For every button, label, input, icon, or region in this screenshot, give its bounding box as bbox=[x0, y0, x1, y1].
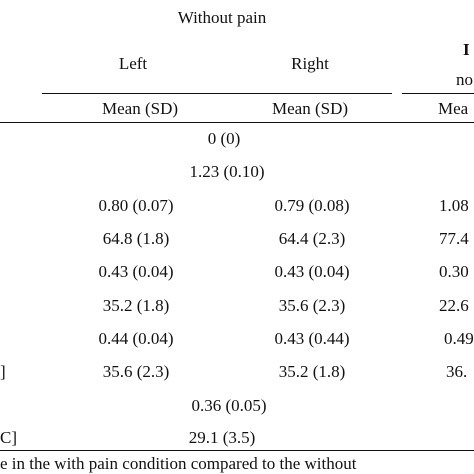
table-cell: 0 (0) bbox=[207, 129, 241, 148]
table-cell: 77.4 bbox=[439, 229, 469, 248]
row-label: ] bbox=[0, 362, 6, 381]
table-cell: 35.6 (2.3) bbox=[102, 362, 170, 381]
table-cell: 0.80 (0.07) bbox=[98, 196, 174, 215]
table-cell: 36. bbox=[446, 362, 468, 381]
table-bottom-rule bbox=[0, 450, 474, 451]
table-cell: 0.43 (0.04) bbox=[98, 262, 174, 281]
table-cell: 0.43 (0.04) bbox=[274, 262, 350, 281]
table-cell: 0.49 bbox=[444, 329, 474, 348]
table-cell: 1.08 bbox=[439, 196, 469, 215]
table-cell: 35.2 (1.8) bbox=[278, 362, 346, 381]
header-rule bbox=[42, 93, 392, 94]
col-header-left: Left bbox=[118, 54, 148, 73]
table-cell: 29.1 (3.5) bbox=[188, 428, 256, 447]
table-cell: 0.79 (0.08) bbox=[274, 196, 350, 215]
footnote: e in the with pain condition compared to… bbox=[0, 454, 357, 473]
table-cell: 64.4 (2.3) bbox=[278, 229, 346, 248]
header-rule-partial bbox=[402, 93, 474, 94]
subheader-partial: no bbox=[456, 70, 473, 89]
table-cell: 0.44 (0.04) bbox=[98, 329, 174, 348]
table-cell: 0.36 (0.05) bbox=[191, 396, 267, 415]
table-cell: 22.6 bbox=[439, 296, 469, 315]
table-cell: 35.2 (1.8) bbox=[102, 296, 170, 315]
table-cell: 0.30 bbox=[439, 262, 469, 281]
col-header-right: Right bbox=[291, 54, 329, 73]
row-label: C] bbox=[0, 428, 17, 447]
stat-header-left: Mean (SD) bbox=[101, 99, 179, 118]
stat-header-partial: Mea bbox=[438, 99, 469, 118]
header-bottom-rule bbox=[0, 122, 474, 123]
table-cell: 64.8 (1.8) bbox=[102, 229, 170, 248]
group-header-partial: I bbox=[463, 40, 470, 59]
table-cell: 0.43 (0.44) bbox=[274, 329, 350, 348]
stat-header-right: Mean (SD) bbox=[271, 99, 349, 118]
group-header-without-pain: Without pain bbox=[177, 8, 267, 27]
table-cell: 1.23 (0.10) bbox=[189, 162, 265, 181]
table-cell: 35.6 (2.3) bbox=[278, 296, 346, 315]
